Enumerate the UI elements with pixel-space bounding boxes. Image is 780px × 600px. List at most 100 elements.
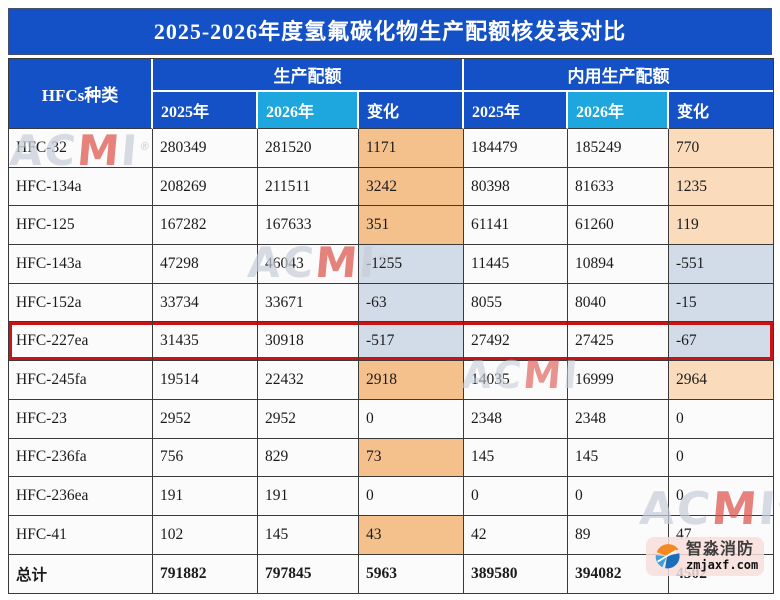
- quota-value-cell: 2348: [464, 399, 569, 439]
- species-label: HFC-134a: [9, 167, 153, 207]
- table-body: HFC-32 280349 281520 1171 184479 185249 770 HFC…: [9, 129, 774, 594]
- table-row-HFC-143a: HFC-143a 47298 46043 -1255 11445 10894 -551: [9, 245, 774, 284]
- species-label: HFC-23: [9, 399, 153, 439]
- site-logo-domain: zmjaxf.com: [686, 557, 759, 572]
- quota-value-cell: 145: [464, 438, 569, 478]
- table-row-HFC-236fa: HFC-236fa 756 829 73 145 145 0: [9, 438, 774, 478]
- site-logo: 智淼消防 zmjaxf.com: [646, 537, 765, 576]
- table-row-HFC-125: HFC-125 167282 167633 351 61141 61260 119: [9, 206, 774, 246]
- table-row-HFC-134a: HFC-134a 208269 211511 3242 80398 81633 1235: [9, 167, 774, 207]
- quota-value-cell: 0: [669, 477, 774, 516]
- quota-table: HFCs种类 生产配额 内用生产配额 2025年 2026年 变化 2025年 …: [8, 58, 775, 595]
- quota-value-cell: 281520: [258, 129, 359, 168]
- header-group-production-quota: 生产配额: [153, 59, 465, 92]
- quota-value-cell: 27492: [464, 322, 569, 362]
- quota-value-cell: 0: [568, 477, 670, 516]
- quota-value-cell: 2952: [258, 399, 359, 439]
- quota-value-cell: 10894: [568, 245, 670, 284]
- quota-value-cell: -63: [359, 283, 465, 323]
- quota-value-cell: -67: [669, 322, 774, 362]
- quota-value-cell: 167282: [153, 206, 258, 246]
- quota-value-cell: -517: [359, 322, 465, 362]
- quota-value-cell: 791882: [153, 554, 258, 594]
- quota-value-cell: -1255: [359, 245, 465, 284]
- quota-value-cell: 208269: [153, 167, 258, 207]
- quota-value-cell: 770: [669, 129, 774, 168]
- quota-value-cell: 756: [153, 438, 258, 478]
- site-logo-text: 智淼消防 zmjaxf.com: [686, 541, 758, 572]
- quota-value-cell: 5963: [359, 554, 465, 594]
- quota-value-cell: 829: [258, 438, 359, 478]
- species-label: HFC-32: [9, 129, 153, 168]
- quota-value-cell: 1171: [359, 129, 465, 168]
- quota-value-cell: 19514: [153, 361, 258, 400]
- quota-value-cell: 145: [568, 438, 670, 478]
- quota-value-cell: 0: [359, 477, 465, 516]
- quota-value-cell: 2348: [568, 399, 670, 439]
- quota-value-cell: 30918: [258, 322, 359, 362]
- table-row-HFC-227ea: HFC-227ea 31435 30918 -517 27492 27425 -67: [9, 322, 774, 362]
- quota-value-cell: 184479: [464, 129, 569, 168]
- quota-value-cell: 80398: [464, 167, 569, 207]
- species-label: HFC-41: [9, 515, 153, 555]
- quota-value-cell: 797845: [258, 554, 359, 594]
- site-logo-icon: [655, 544, 680, 569]
- table-row-HFC-245fa: HFC-245fa 19514 22432 2918 14035 16999 2964: [9, 361, 774, 400]
- species-label: HFC-227ea: [9, 322, 153, 362]
- header-change-domestic: 变化: [669, 92, 774, 129]
- quota-value-cell: 61260: [568, 206, 670, 246]
- header-2026-domestic: 2026年: [568, 92, 670, 129]
- quota-value-cell: 1235: [669, 167, 774, 207]
- header-2026-production: 2026年: [258, 92, 359, 129]
- quota-comparison-table: 2025-2026年度氢氟碳化物生产配额核发表对比 HFCs种类 生产配额 内用…: [8, 8, 775, 595]
- species-label: 总计: [9, 554, 153, 594]
- species-label: HFC-236fa: [9, 438, 153, 478]
- quota-value-cell: -15: [669, 283, 774, 323]
- quota-value-cell: 27425: [568, 322, 670, 362]
- quota-value-cell: 0: [669, 399, 774, 439]
- quota-value-cell: 145: [258, 515, 359, 555]
- table-row-HFC-236ea: HFC-236ea 191 191 0 0 0 0: [9, 477, 774, 516]
- quota-value-cell: 0: [359, 399, 465, 439]
- quota-value-cell: 42: [464, 515, 569, 555]
- quota-value-cell: 11445: [464, 245, 569, 284]
- quota-value-cell: 81633: [568, 167, 670, 207]
- species-label: HFC-125: [9, 206, 153, 246]
- quota-value-cell: 43: [359, 515, 465, 555]
- quota-value-cell: 389580: [464, 554, 569, 594]
- quota-value-cell: 280349: [153, 129, 258, 168]
- species-label: HFC-245fa: [9, 361, 153, 400]
- table-row-HFC-152a: HFC-152a 33734 33671 -63 8055 8040 -15: [9, 283, 774, 323]
- header-species: HFCs种类: [9, 59, 153, 129]
- quota-value-cell: 22432: [258, 361, 359, 400]
- quota-value-cell: 47298: [153, 245, 258, 284]
- quota-value-cell: -551: [669, 245, 774, 284]
- quota-value-cell: 8040: [568, 283, 670, 323]
- quota-value-cell: 211511: [258, 167, 359, 207]
- quota-value-cell: 167633: [258, 206, 359, 246]
- table-row-HFC-23: HFC-23 2952 2952 0 2348 2348 0: [9, 399, 774, 439]
- site-logo-name: 智淼消防: [686, 541, 755, 558]
- quota-value-cell: 33671: [258, 283, 359, 323]
- quota-value-cell: 61141: [464, 206, 569, 246]
- quota-value-cell: 119: [669, 206, 774, 246]
- quota-value-cell: 102: [153, 515, 258, 555]
- table-row-HFC-41: HFC-41 102 145 43 42 89 47: [9, 515, 774, 555]
- table-header: HFCs种类 生产配额 内用生产配额 2025年 2026年 变化 2025年 …: [9, 59, 774, 129]
- quota-value-cell: 33734: [153, 283, 258, 323]
- header-change-production: 变化: [359, 92, 465, 129]
- header-2025-domestic: 2025年: [464, 92, 569, 129]
- quota-value-cell: 14035: [464, 361, 569, 400]
- species-label: HFC-236ea: [9, 477, 153, 516]
- quota-value-cell: 191: [153, 477, 258, 516]
- quota-value-cell: 2964: [669, 361, 774, 400]
- table-title: 2025-2026年度氢氟碳化物生产配额核发表对比: [8, 8, 772, 55]
- header-2025-production: 2025年: [153, 92, 258, 129]
- quota-value-cell: 8055: [464, 283, 569, 323]
- table-row-HFC-32: HFC-32 280349 281520 1171 184479 185249 770: [9, 129, 774, 168]
- quota-value-cell: 185249: [568, 129, 670, 168]
- species-label: HFC-143a: [9, 245, 153, 284]
- quota-value-cell: 3242: [359, 167, 465, 207]
- quota-value-cell: 191: [258, 477, 359, 516]
